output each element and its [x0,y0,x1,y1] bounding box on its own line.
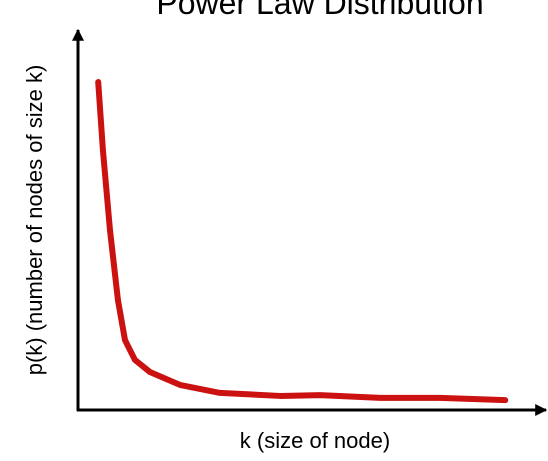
data-line [95,79,509,404]
chart-title: Power Law Distribution [156,0,483,21]
x-axis-label: k (size of node) [240,428,390,453]
y-axis-label: p(k) (number of nodes of size k) [22,65,47,376]
